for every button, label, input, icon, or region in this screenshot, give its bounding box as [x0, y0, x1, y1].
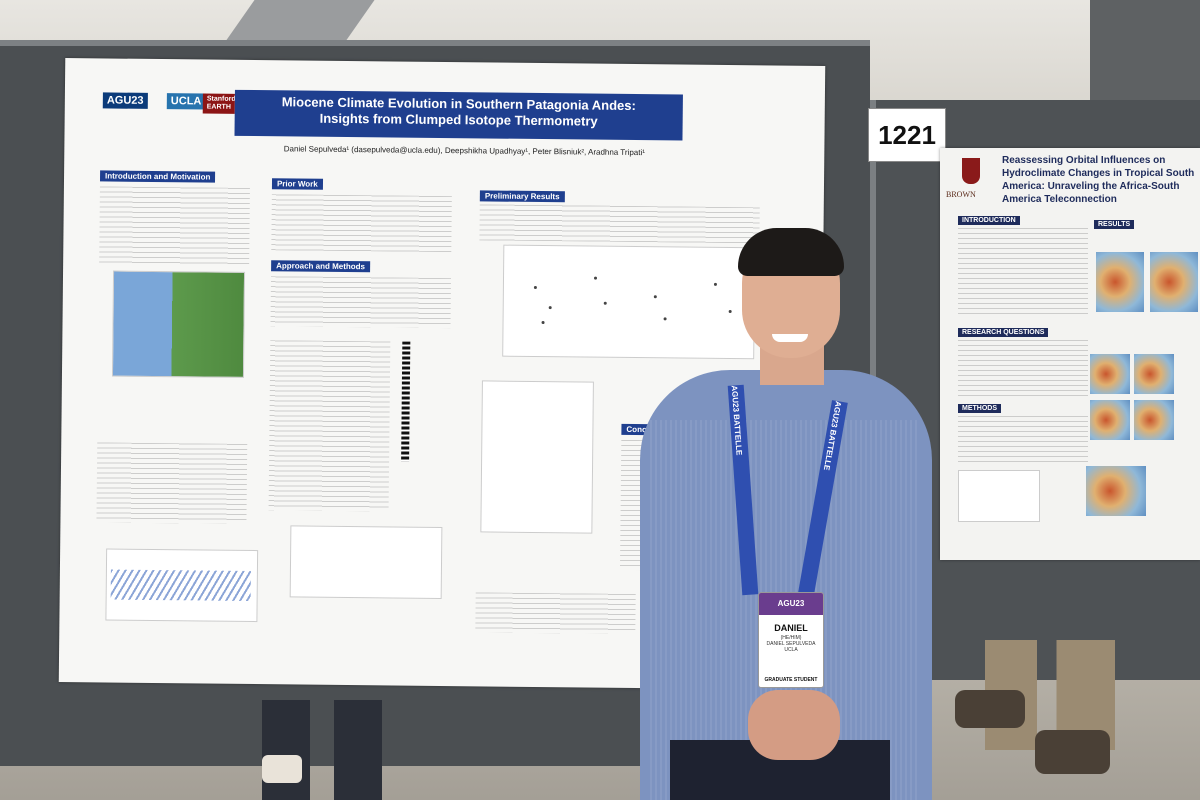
presenter-hands — [748, 690, 840, 760]
scatter-point — [533, 285, 537, 289]
map-figure — [111, 270, 246, 378]
temperature-age-figure — [480, 380, 594, 534]
badge-role: GRADUATE STUDENT — [764, 677, 818, 683]
scatter-point — [541, 321, 545, 325]
presenter-smile — [772, 334, 808, 342]
badge-name: DANIEL — [774, 623, 808, 633]
right-poster-title: Reassessing Orbital Influences on Hydroc… — [1002, 155, 1195, 205]
heatmap-panel — [1134, 400, 1174, 440]
boot-right — [1035, 730, 1110, 774]
ucla-logo: UCLA — [166, 93, 206, 110]
right-questions-text — [958, 340, 1088, 400]
results-text — [479, 204, 760, 244]
right-methods-text — [958, 416, 1088, 466]
right-line-chart — [958, 470, 1040, 522]
presenter-hair — [738, 228, 844, 276]
approach-text — [270, 276, 452, 329]
mass-spectrometer-diagram — [289, 525, 443, 600]
prior-work-text — [271, 194, 452, 253]
right-section-results: RESULTS — [1094, 220, 1135, 229]
heatmap-panel — [1150, 252, 1198, 312]
heatmap-panel — [1096, 252, 1144, 312]
scatter-point — [713, 282, 717, 286]
scatter-point — [728, 309, 732, 314]
scatter-point — [663, 317, 667, 321]
scatter-point — [603, 301, 607, 305]
right-section-questions: RESEARCH QUESTIONS — [958, 328, 1049, 337]
scatter-point — [593, 276, 598, 280]
booth-number-card: 1221 — [868, 108, 946, 162]
badge-full-name: DANIEL SEPULVEDA — [766, 641, 816, 647]
intro-text-2 — [96, 442, 248, 524]
heatmap-panel — [1134, 354, 1174, 394]
co2-figure — [105, 548, 259, 623]
background-person-shoe — [262, 755, 302, 783]
poster-title: Miocene Climate Evolution in Southern Pa… — [234, 89, 683, 141]
lanyard-text: AGU23 BATTELLE — [729, 385, 744, 456]
heatmap-panel — [1090, 400, 1130, 440]
right-section-introduction: INTRODUCTION — [958, 216, 1020, 225]
badge-institution: UCLA — [784, 647, 798, 653]
intro-text — [99, 186, 250, 266]
heatmap-panel — [1090, 354, 1130, 394]
poster-right: BROWN Reassessing Orbital Influences on … — [940, 148, 1200, 560]
brown-shield-icon — [962, 158, 980, 184]
scatter-point — [548, 306, 552, 310]
co2-curve — [110, 569, 251, 602]
section-preliminary-results: Preliminary Results — [479, 190, 565, 203]
right-intro-text — [958, 228, 1088, 318]
agu-logo: AGU23 — [102, 92, 148, 109]
right-section-methods: METHODS — [958, 404, 1001, 413]
background-person-legs — [262, 700, 382, 800]
badge-pronouns: (HE/HIM) — [780, 635, 802, 641]
stratigraphic-column — [401, 341, 411, 462]
methods-text — [268, 340, 391, 512]
isotope-scatter-figure — [502, 244, 756, 360]
section-prior-work: Prior Work — [271, 178, 323, 190]
brown-logo-text: BROWN — [946, 190, 976, 199]
boot-left — [955, 690, 1025, 728]
scatter-point — [653, 295, 657, 299]
references-text — [475, 592, 636, 635]
section-approach: Approach and Methods — [271, 260, 371, 273]
heatmap-panel — [1086, 466, 1146, 516]
section-introduction: Introduction and Motivation — [99, 170, 216, 183]
name-badge: AGU23 DANIEL (HE/HIM) DANIEL SEPULVEDA U… — [758, 592, 824, 688]
stanford-logo: Stanford EARTH — [202, 93, 236, 114]
badge-event: AGU23 — [759, 593, 823, 615]
poster-authors: Daniel Sepulveda¹ (dasepulveda@ucla.edu)… — [283, 144, 645, 158]
